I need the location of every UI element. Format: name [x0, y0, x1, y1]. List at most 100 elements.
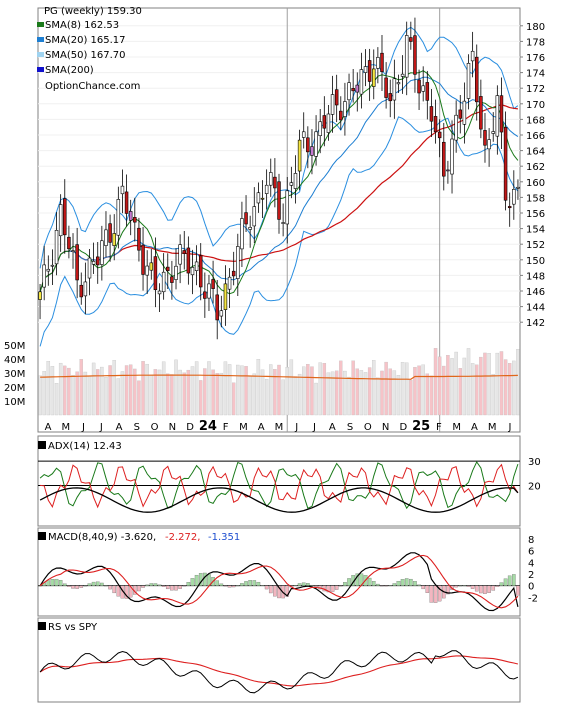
macd-histogram-bar — [338, 585, 343, 587]
candle-body — [100, 240, 104, 265]
macd-histogram-bar — [79, 585, 84, 588]
candle-body — [359, 69, 364, 95]
volume-bar — [199, 380, 203, 416]
x-tick-label: F — [436, 422, 442, 433]
candle-body — [400, 73, 405, 77]
volume-bar — [133, 368, 137, 416]
candle-body — [63, 198, 67, 236]
volume-bar — [458, 368, 462, 416]
rs-panel: RS vs SPY — [37, 617, 521, 703]
x-tick-label: J — [81, 422, 85, 433]
volume-bar — [264, 378, 269, 416]
macd-histogram-bar — [252, 580, 257, 586]
volume-bar — [108, 365, 112, 416]
x-tick-label: M — [275, 422, 284, 433]
x-tick-label: J — [99, 422, 103, 433]
candle-body — [116, 199, 121, 236]
macd-histogram-bar — [326, 585, 331, 593]
volume-bar — [425, 373, 430, 416]
volume-bar — [512, 360, 516, 416]
macd-histogram-bar — [334, 585, 339, 590]
macd-title: MACD(8,40,9) -3.620, — [48, 532, 156, 543]
volume-bar — [67, 367, 71, 416]
macd-histogram-bar — [194, 574, 199, 586]
volume-bar — [466, 348, 471, 416]
volume-bar — [297, 373, 302, 416]
volume-bar — [227, 364, 232, 416]
macd-histogram-bar — [91, 581, 96, 586]
candle-body — [236, 246, 240, 279]
macd-histogram-bar — [454, 585, 458, 588]
candle-body — [487, 139, 491, 150]
candle-body — [219, 310, 224, 317]
volume-bar — [248, 376, 252, 416]
candle-body — [293, 173, 298, 189]
volume-bar — [100, 366, 104, 416]
rs-line — [39, 650, 519, 694]
price-tick-label: 176 — [526, 53, 545, 64]
candle-body — [479, 96, 483, 130]
x-tick-label: M — [488, 422, 497, 433]
volume-bar — [363, 372, 368, 416]
volume-bar — [166, 373, 170, 416]
price-tick-label: 156 — [526, 209, 545, 220]
macd-histogram-bar — [400, 579, 405, 586]
volume-bar — [149, 374, 154, 416]
volume-bar — [240, 365, 244, 416]
macd-histogram-bar — [516, 585, 520, 596]
candle-body — [42, 264, 46, 288]
volume-bar — [433, 348, 438, 416]
candle-body — [83, 281, 88, 297]
candle-body — [442, 141, 446, 177]
macd-histogram-bar — [479, 585, 483, 594]
macd-histogram-bar — [429, 585, 434, 603]
price-tick-label: 172 — [526, 84, 545, 95]
candle-body — [50, 264, 55, 267]
macd-tick-label: 2 — [528, 570, 534, 581]
volume-bar — [392, 370, 397, 416]
volume-bar — [137, 380, 141, 416]
price-tick-label: 168 — [526, 115, 545, 126]
volume-bar — [120, 371, 125, 416]
candle-body — [417, 79, 421, 94]
candle-body — [133, 217, 137, 223]
candle-body — [351, 88, 355, 92]
price-tick-label: 154 — [526, 225, 545, 236]
volume-tick-label: 50M — [4, 341, 25, 352]
macd-histogram-bar — [388, 585, 393, 587]
macd-histogram-bar — [104, 585, 108, 587]
volume-bar — [244, 366, 248, 416]
volume-bar — [104, 377, 108, 416]
legend-swatch-sma50 — [37, 52, 44, 57]
volume-bar — [252, 373, 256, 416]
macd-histogram-bar — [95, 581, 100, 586]
volume-bar — [285, 367, 289, 416]
volume-bar — [413, 367, 417, 416]
volume-bar — [256, 359, 261, 416]
macd-histogram-bar — [190, 578, 195, 586]
macd-histogram-bar — [67, 585, 71, 587]
volume-bar — [124, 365, 129, 416]
macd-histogram-bar — [141, 585, 145, 588]
volume-bar — [372, 360, 376, 416]
macd-histogram-bar — [417, 584, 421, 586]
macd-signal-line — [39, 554, 519, 609]
volume-tick-label: 20M — [4, 383, 25, 394]
price-tick-label: 162 — [526, 162, 545, 173]
macd-signal-label: -2.272, — [165, 532, 200, 543]
x-tick-label: S — [347, 422, 353, 433]
macd-histogram-bar — [75, 585, 79, 589]
macd-histogram-bar — [483, 585, 487, 594]
macd-histogram-bar — [310, 584, 314, 586]
price-tick-label: 158 — [526, 193, 545, 204]
volume-bar — [75, 371, 79, 416]
candle-body — [149, 262, 154, 271]
adx-tick-label: 30 — [528, 457, 541, 468]
candle-body — [260, 197, 265, 200]
price-tick-label: 160 — [526, 178, 545, 189]
price-title: PG (weekly) 159.30 — [44, 6, 142, 17]
candle-body — [174, 265, 178, 280]
macd-histogram-bar — [219, 583, 224, 586]
macd-histogram-bar — [458, 585, 463, 587]
